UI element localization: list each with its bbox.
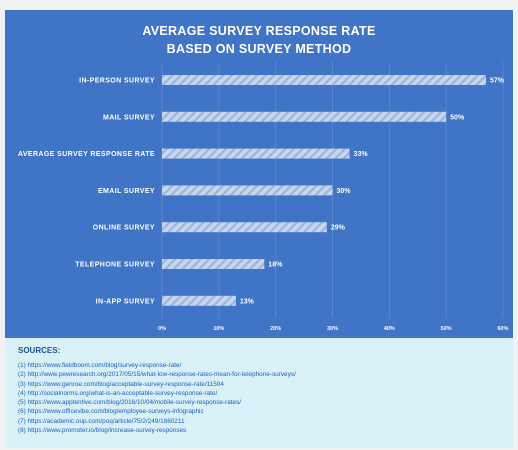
bar xyxy=(162,111,447,122)
value-label: 29% xyxy=(331,225,346,232)
x-tick-label: 0% xyxy=(158,326,166,332)
x-tick-label: 20% xyxy=(270,326,281,332)
category-label: ONLINE SURVEY xyxy=(93,225,155,232)
source-link[interactable]: (8) https://www.promoter.io/blog/increas… xyxy=(18,427,187,435)
category-label: TELEPHONE SURVEY xyxy=(75,262,155,269)
x-tick-label: 40% xyxy=(384,326,395,332)
source-link[interactable]: (3) https://www.genroe.com/blog/acceptab… xyxy=(18,380,224,388)
x-axis-ticks: 0% 10% 20% 30% 40% 50% 60% xyxy=(158,326,509,332)
source-link[interactable]: (2) http://www.pewresearch.org/2017/05/1… xyxy=(18,371,296,379)
category-label: AVERAGE SURVEY RESPONSE RATE xyxy=(18,151,155,158)
sources-heading: SOURCES: xyxy=(18,346,61,355)
bar xyxy=(162,295,236,306)
source-link[interactable]: (4) http://socialnorms.org/what-is-an-ac… xyxy=(18,389,218,397)
chart-title-line-1: AVERAGE SURVEY RESPONSE RATE xyxy=(142,24,376,38)
chart-panel xyxy=(5,10,513,338)
value-label: 13% xyxy=(240,298,255,305)
x-tick-label: 10% xyxy=(213,326,224,332)
value-label: 33% xyxy=(354,151,369,158)
bar xyxy=(162,259,265,269)
x-tick-label: 50% xyxy=(441,326,452,332)
bar xyxy=(162,222,327,233)
bars xyxy=(162,75,486,306)
bar-chart: IN-PERSON SURVEY 57% MAIL SURVEY 50% AVERAGE… xyxy=(18,62,509,332)
category-label: IN-PERSON SURVEY xyxy=(79,78,155,85)
value-label: 57% xyxy=(490,78,505,85)
value-label: 18% xyxy=(268,262,283,269)
bar xyxy=(162,185,333,196)
source-link[interactable]: (7) https://academic.oup.com/poq/article… xyxy=(18,417,185,425)
x-tick-label: 30% xyxy=(327,326,338,332)
value-label: 30% xyxy=(337,188,352,195)
category-labels: IN-PERSON SURVEY 57% MAIL SURVEY 50% AVERAGE… xyxy=(18,78,505,306)
sources-section: SOURCES: (1) https://www.fieldboom.com/b… xyxy=(18,346,508,435)
chart-title: AVERAGE SURVEY RESPONSE RATE BASED ON SU… xyxy=(5,22,513,58)
sources-list: (1) https://www.fieldboom.com/blog/surve… xyxy=(18,361,508,435)
category-label: IN-APP SURVEY xyxy=(96,298,155,305)
source-link[interactable]: (6) https://www.officevibe.com/blog/empl… xyxy=(18,408,204,416)
bar xyxy=(162,75,486,85)
value-label: 50% xyxy=(450,114,465,121)
category-label: MAIL SURVEY xyxy=(103,114,155,121)
x-tick-label: 60% xyxy=(497,326,508,332)
source-link[interactable]: (1) https://www.fieldboom.com/blog/surve… xyxy=(18,362,182,369)
chart-title-line-2: BASED ON SURVEY METHOD xyxy=(166,42,352,56)
category-label: EMAIL SURVEY xyxy=(98,188,155,195)
source-link[interactable]: (5) https://www.apptentive.com/blog/2016… xyxy=(18,399,242,407)
bar xyxy=(162,148,350,159)
